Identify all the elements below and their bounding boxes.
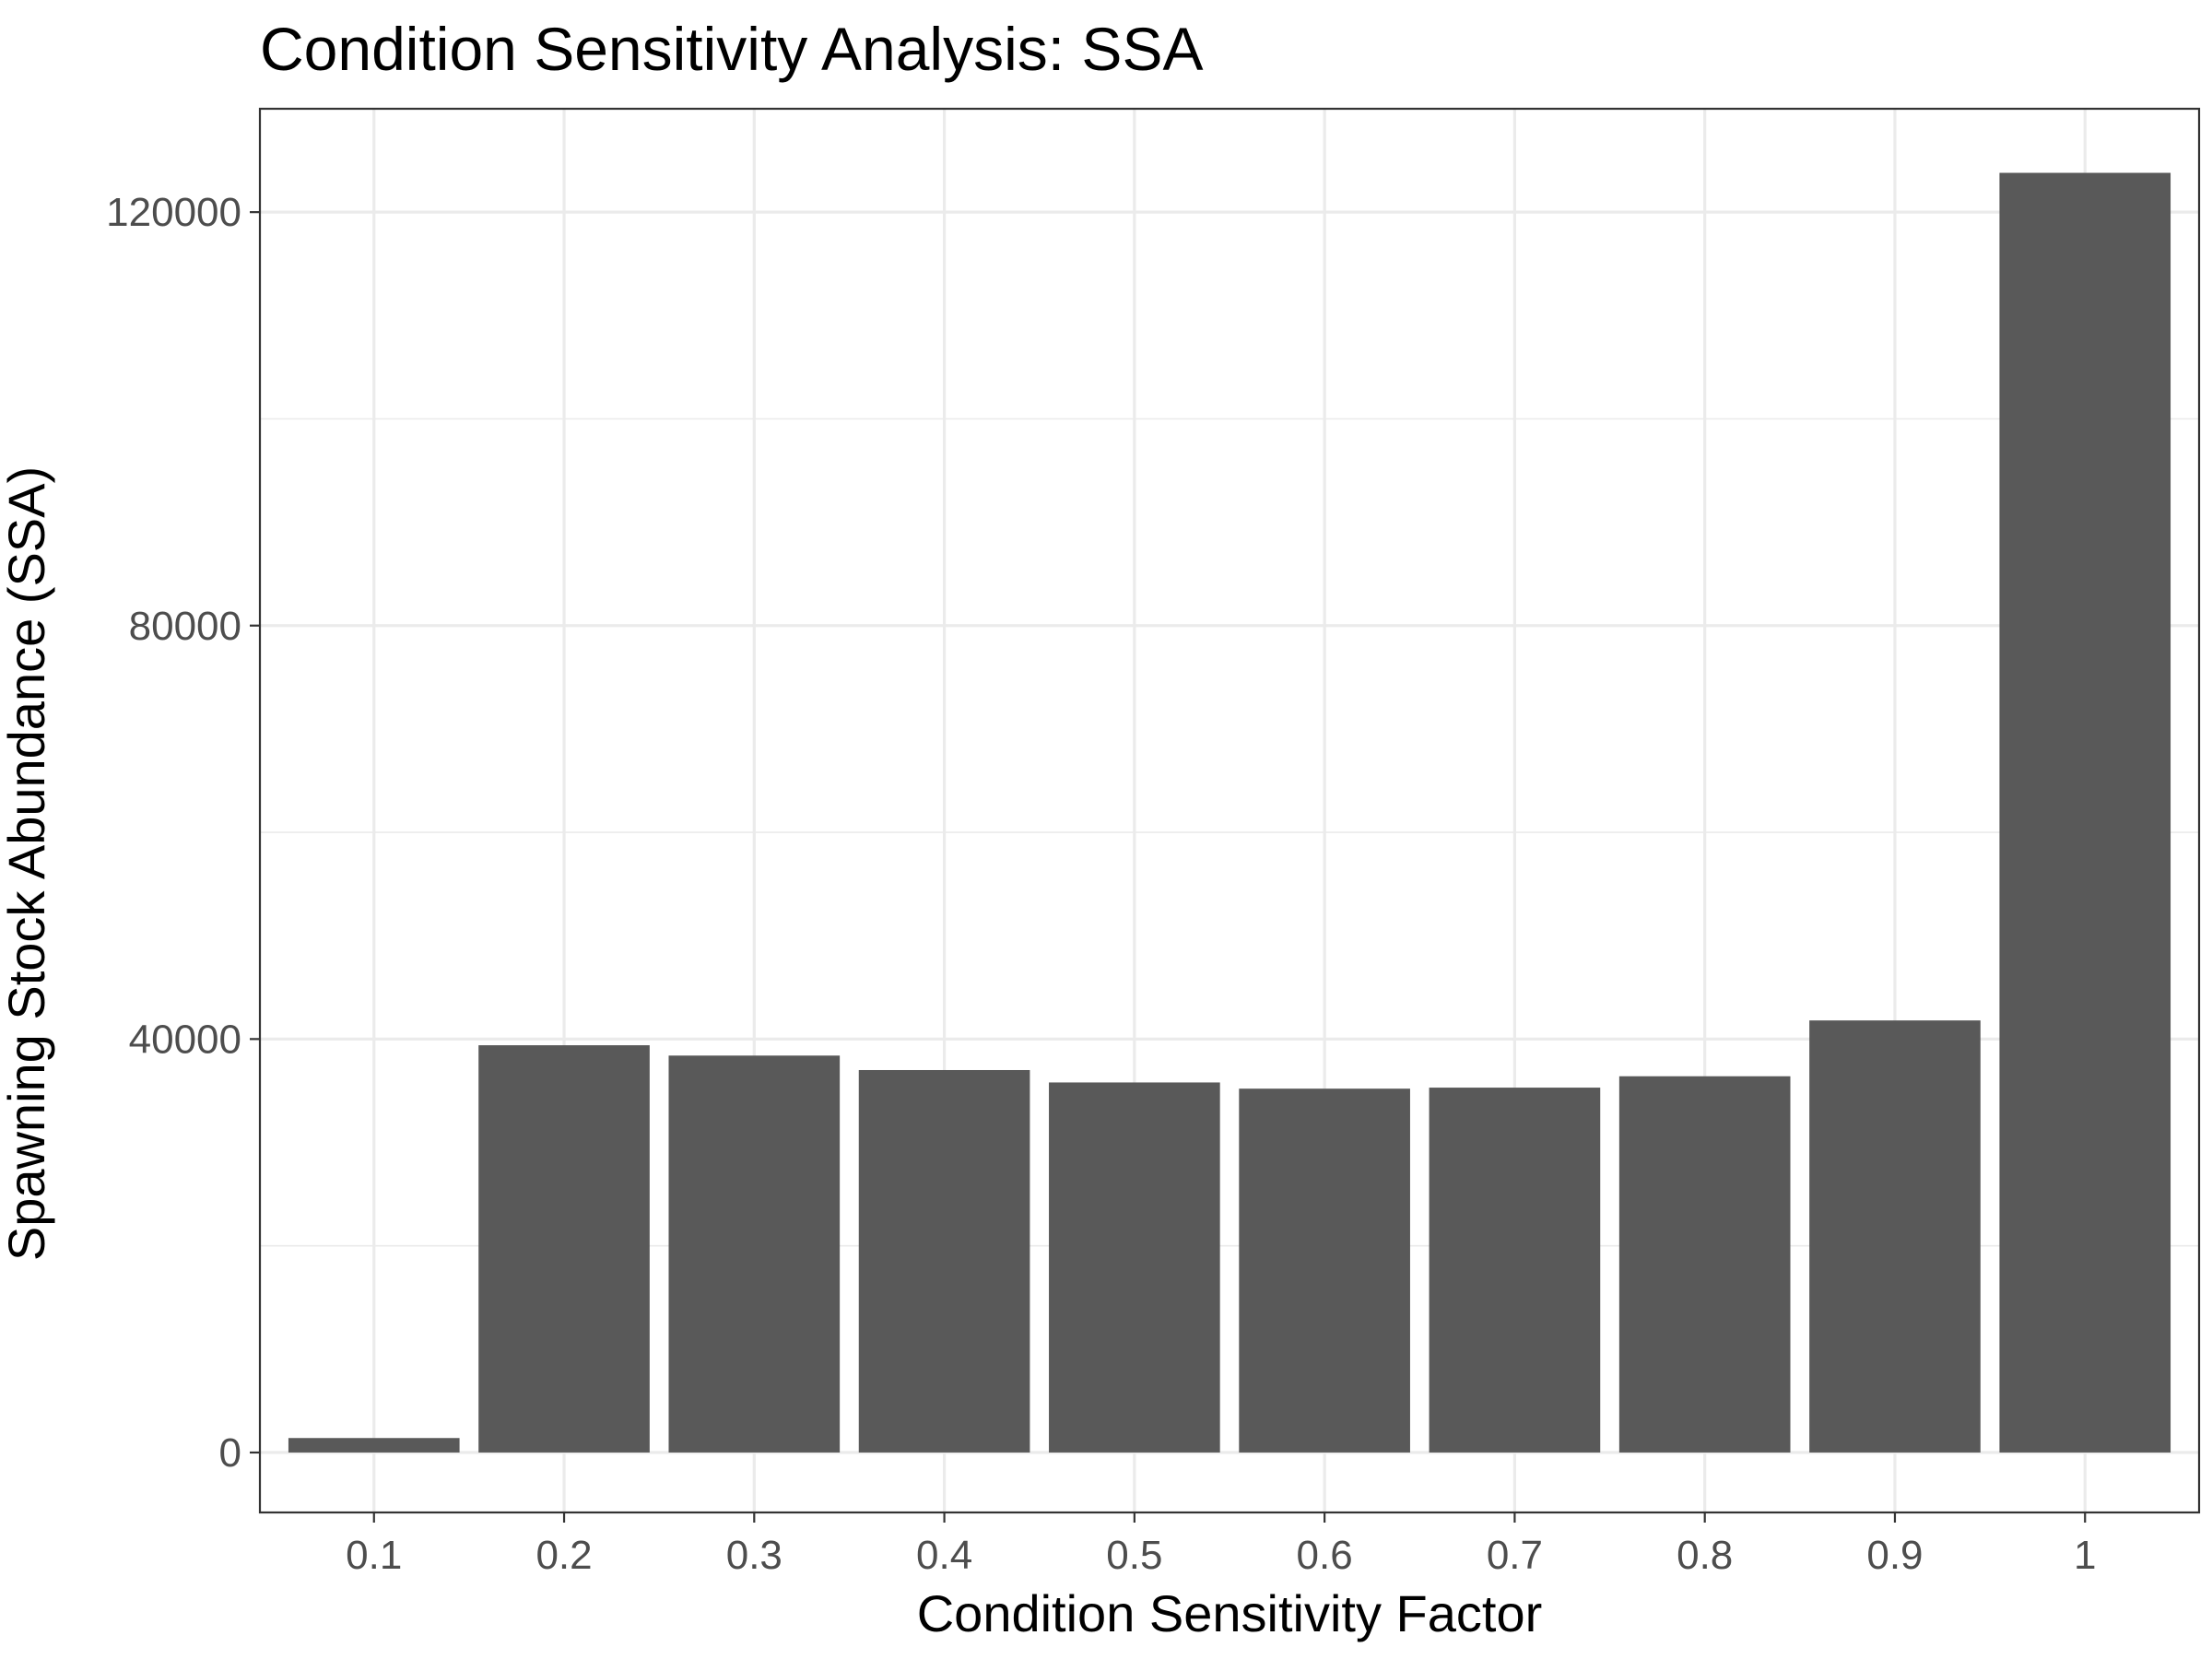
y-axis-title: Spawning Stock Abundance (SSA) bbox=[0, 466, 55, 1261]
bar bbox=[478, 1045, 650, 1453]
x-tick-label: 0.2 bbox=[535, 1533, 592, 1578]
x-tick-label: 0.8 bbox=[1677, 1533, 1733, 1578]
x-tick-label: 0.6 bbox=[1297, 1533, 1353, 1578]
x-tick-label: 0.7 bbox=[1487, 1533, 1543, 1578]
bar bbox=[1429, 1088, 1601, 1453]
bar bbox=[858, 1069, 1030, 1453]
x-axis-title: Condition Sensitivity Factor bbox=[917, 1584, 1543, 1642]
axis-ticks: 0 40000 80000 120000 0.1 0.2 0.3 0.4 0.5 0.6 0.7 0.… bbox=[106, 190, 2096, 1578]
y-tick-label: 0 bbox=[219, 1430, 241, 1476]
bar bbox=[288, 1438, 460, 1453]
x-tick-label: 0.9 bbox=[1866, 1533, 1923, 1578]
bar bbox=[1999, 172, 2171, 1453]
bar bbox=[1049, 1082, 1220, 1453]
x-tick-label: 1 bbox=[2074, 1533, 2096, 1578]
chart-title: Condition Sensitivity Analysis: SSA bbox=[260, 15, 1203, 83]
y-tick-label: 120000 bbox=[106, 190, 241, 235]
bar bbox=[1618, 1076, 1791, 1453]
bar bbox=[1239, 1088, 1410, 1453]
x-tick-label: 0.1 bbox=[346, 1533, 402, 1578]
bar bbox=[668, 1055, 841, 1453]
bar bbox=[1809, 1020, 1981, 1453]
panel-border bbox=[258, 107, 2201, 1514]
x-tick-label: 0.4 bbox=[916, 1533, 972, 1578]
x-tick-label: 0.5 bbox=[1106, 1533, 1162, 1578]
bars bbox=[288, 172, 2171, 1453]
y-tick-label: 80000 bbox=[129, 604, 241, 649]
y-tick-label: 40000 bbox=[129, 1017, 241, 1062]
x-tick-label: 0.3 bbox=[726, 1533, 782, 1578]
